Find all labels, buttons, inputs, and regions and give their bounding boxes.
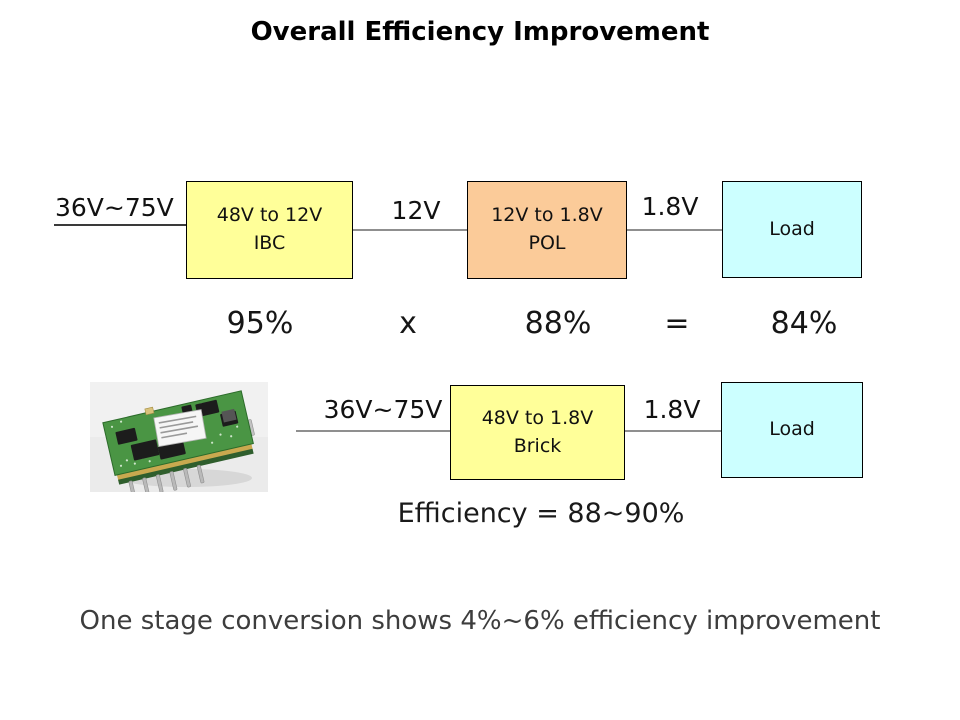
pol-efficiency-value: 88%: [524, 306, 592, 341]
brick-converter-label-line2: Brick: [513, 434, 562, 457]
ibc-to-pol-wire: [353, 229, 467, 231]
two-stage-input-wire: [54, 224, 186, 226]
slide-title: Overall Efficiency Improvement: [250, 17, 710, 47]
two-stage-load-box: Load: [722, 181, 862, 278]
brick-converter-box: 48V to 1.8V Brick: [450, 385, 625, 480]
ibc-converter-label-line1: 48V to 12V: [216, 204, 323, 227]
pol-converter-box: 12V to 1.8V POL: [467, 181, 627, 279]
ibc-converter-label-line2: IBC: [253, 232, 286, 254]
one-stage-input-voltage-label: 36V~75V: [323, 395, 443, 424]
two-stage-load-label: Load: [769, 217, 815, 240]
brick-to-load-wire: [625, 430, 721, 432]
one-stage-load-box: Load: [721, 382, 863, 478]
one-stage-efficiency-text: Efficiency = 88~90%: [397, 498, 685, 529]
one-stage-output-voltage-label: 1.8V: [643, 395, 701, 424]
conclusion-text: One stage conversion shows 4%~6% efficie…: [79, 606, 881, 636]
ibc-efficiency-value: 95%: [226, 306, 294, 341]
multiply-operator: x: [399, 306, 417, 341]
total-efficiency-value: 84%: [770, 306, 838, 341]
brick-converter-module-photo: [90, 382, 268, 498]
one-stage-load-label: Load: [769, 418, 815, 441]
ibc-converter-box: 48V to 12V IBC: [186, 181, 353, 279]
one-stage-input-wire: [296, 430, 450, 432]
pol-converter-label-line2: POL: [528, 232, 566, 254]
brick-converter-label-line1: 48V to 1.8V: [481, 406, 594, 429]
pol-converter-label-line1: 12V to 1.8V: [491, 204, 603, 227]
pol-to-load-wire: [627, 229, 722, 231]
equals-sign: =: [664, 306, 690, 341]
two-stage-output-voltage-label: 1.8V: [641, 192, 699, 221]
intermediate-bus-voltage-label: 12V: [391, 196, 441, 225]
two-stage-input-voltage-label: 36V~75V: [55, 193, 174, 222]
